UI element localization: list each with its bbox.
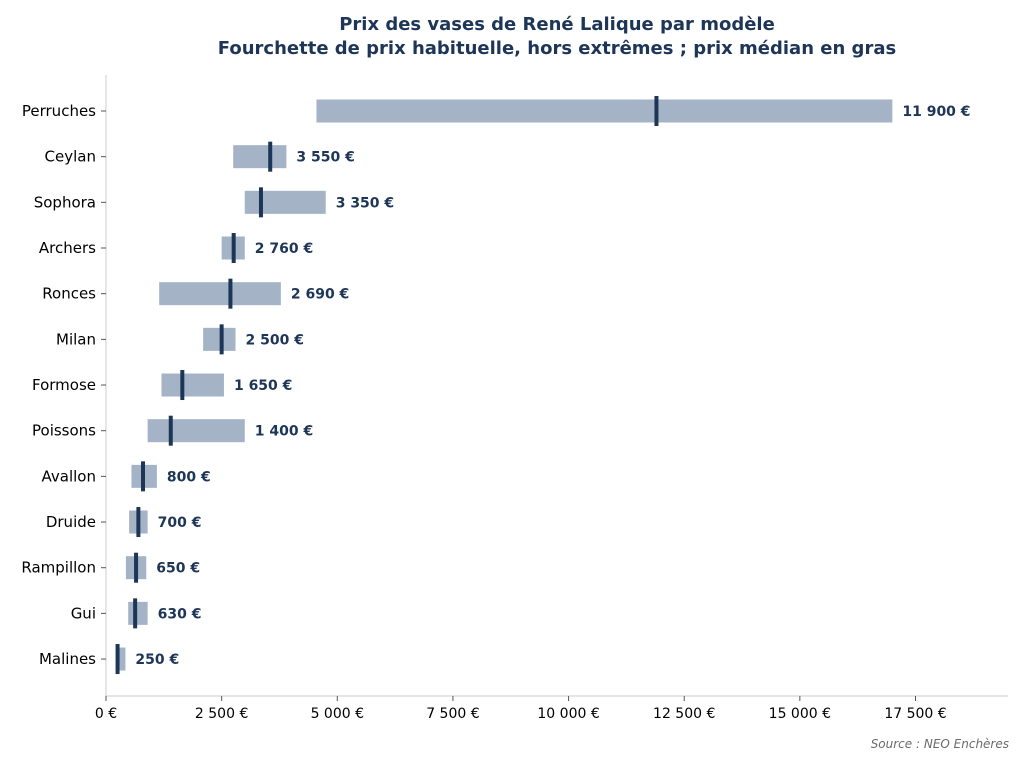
category-label: Gui [71,604,96,622]
category-label: Perruches [22,102,96,120]
x-tick-label: 7 500 € [426,706,479,722]
category-label: Archers [39,239,96,257]
range-bar [128,601,148,625]
median-label: 700 € [158,515,202,531]
range-bar [233,145,287,169]
median-marker [136,507,141,538]
median-label: 2 500 € [246,332,304,348]
median-label: 1 650 € [234,378,292,394]
median-marker [141,461,146,492]
range-bar [316,99,893,123]
x-tick-label: 12 500 € [653,706,715,722]
range-bar [116,647,126,671]
median-label: 2 760 € [255,241,313,257]
chart-title: Prix des vases de René Lalique par modèl… [339,14,775,35]
category-label: Poissons [32,422,96,440]
category-label: Ronces [42,285,96,303]
category-label: Milan [56,330,96,348]
median-marker [168,415,173,446]
median-label: 2 690 € [291,287,349,303]
median-marker [134,552,139,583]
x-tick-label: 17 500 € [884,706,946,722]
median-marker [133,598,138,629]
median-label: 1 400 € [255,424,313,440]
range-bar [244,190,326,214]
range-bar [161,373,224,397]
category-label: Avallon [42,467,96,485]
range-bar [147,419,245,443]
median-marker [228,278,233,309]
median-label: 800 € [167,469,211,485]
median-marker [219,324,224,355]
median-marker [231,233,236,264]
x-tick-label: 0 € [95,706,117,722]
category-label: Rampillon [21,559,96,577]
median-label: 630 € [158,606,202,622]
category-label: Formose [32,376,96,394]
chart-subtitle: Fourchette de prix habituelle, hors extr… [217,38,897,59]
x-tick-label: 10 000 € [537,706,599,722]
median-label: 3 350 € [336,195,394,211]
median-label: 3 550 € [296,150,354,166]
category-label: Druide [46,513,96,531]
median-marker [654,96,659,126]
x-tick-label: 5 000 € [311,706,364,722]
median-label: 250 € [135,652,179,668]
x-tick-label: 2 500 € [195,706,248,722]
category-label: Sophora [34,193,96,211]
category-label: Malines [39,650,96,668]
source-note: Source : NEO Enchères [870,737,1009,751]
x-tick-label: 15 000 € [769,706,831,722]
median-marker [268,141,273,172]
median-marker [180,370,185,401]
category-label: Ceylan [45,148,96,166]
range-bar [159,282,281,306]
range-bar [203,327,236,351]
median-label: 11 900 € [902,104,970,120]
median-label: 650 € [156,561,200,577]
median-marker [115,644,120,675]
median-marker [258,187,263,218]
